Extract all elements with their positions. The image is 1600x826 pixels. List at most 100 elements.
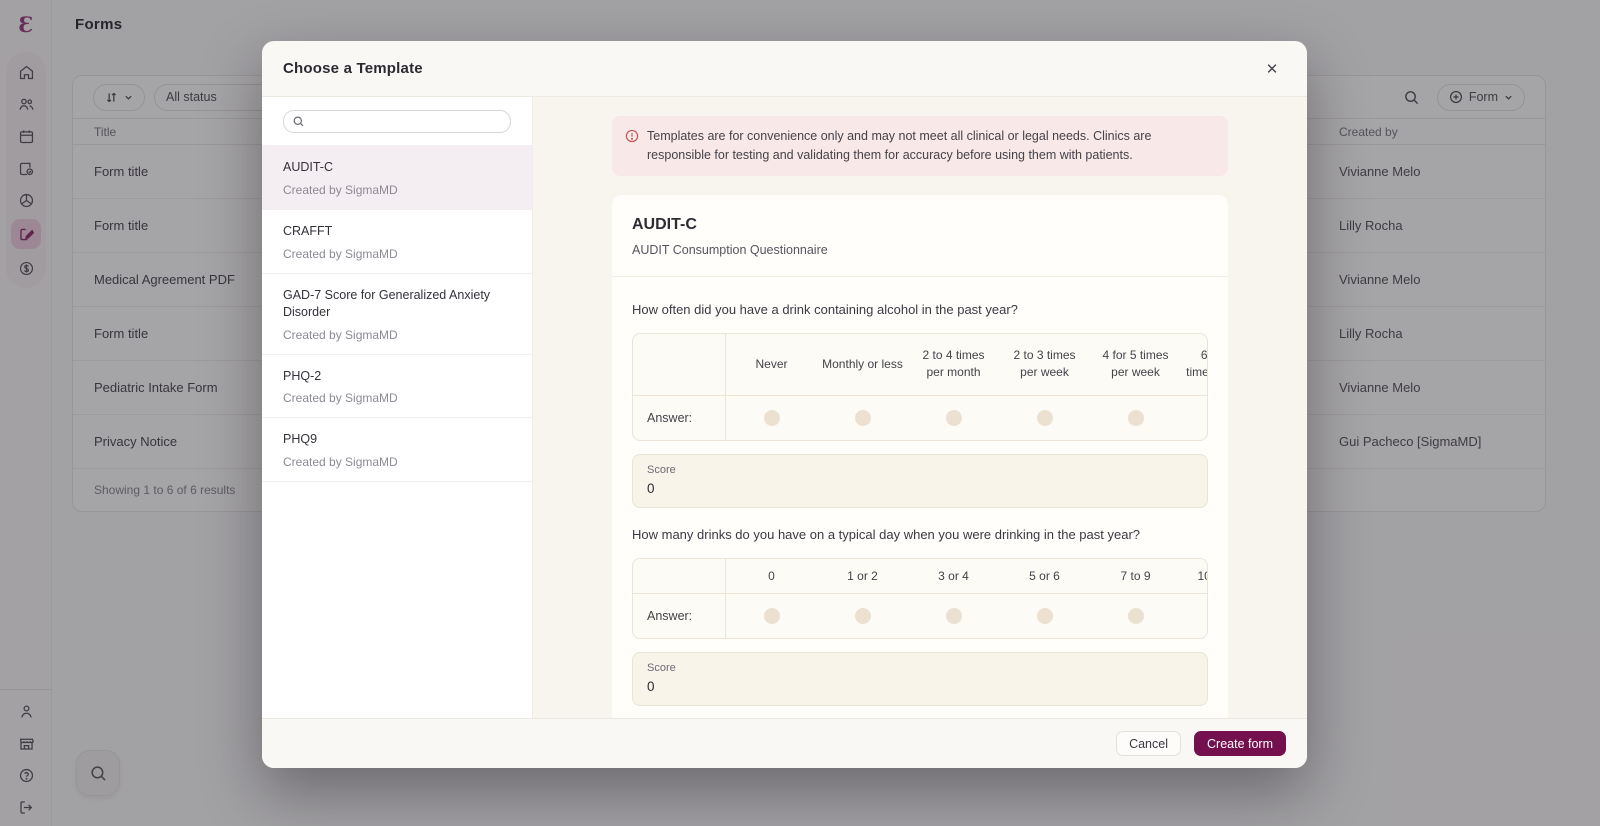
row-title: Form title <box>94 326 149 341</box>
search-icon <box>293 116 304 127</box>
question-1-options-table: Never Monthly or less 2 to 4 times per m… <box>632 332 1208 441</box>
table-search-button[interactable] <box>1403 89 1420 106</box>
home-icon <box>19 65 33 79</box>
template-item-audit-c[interactable]: AUDIT-C Created by SigmaMD <box>262 146 532 210</box>
modal-body: AUDIT-C Created by SigmaMD CRAFFT Create… <box>262 96 1307 718</box>
preview-title: AUDIT-C <box>632 215 697 233</box>
page-title: Forms <box>75 16 123 33</box>
form-pencil-icon <box>19 228 34 240</box>
global-search-fab[interactable] <box>76 750 120 796</box>
help-icon <box>19 768 33 782</box>
row-title: Medical Agreement PDF <box>94 272 235 287</box>
template-item-phq9[interactable]: PHQ9 Created by SigmaMD <box>262 418 532 483</box>
template-warning-banner: Templates are for convenience only and m… <box>612 116 1228 176</box>
column-title: Title <box>94 124 117 139</box>
sidebar-item-patients[interactable] <box>11 91 41 117</box>
modal-header: Choose a Template ✕ <box>262 41 1307 96</box>
app-sidebar: Ɛ <box>0 0 52 826</box>
preview-subtitle: AUDIT Consumption Questionnaire <box>632 242 828 257</box>
question-2-text: How many drinks do you have on a typical… <box>632 526 1141 542</box>
option-label: 5 or 6 <box>1029 568 1060 583</box>
score-value: 0 <box>647 679 655 695</box>
sidebar-item-billing[interactable] <box>11 255 41 281</box>
answer-row: Answer: <box>633 395 1207 440</box>
sidebar-item-clinic[interactable] <box>11 732 41 754</box>
sort-button[interactable] <box>93 83 145 111</box>
form-preview-card: AUDIT-C AUDIT Consumption Questionnaire … <box>612 194 1228 718</box>
row-title: Pediatric Intake Form <box>94 380 218 395</box>
column-created-by: Created by <box>1339 124 1398 139</box>
primary-nav <box>6 52 46 288</box>
template-item-crafft[interactable]: CRAFFT Created by SigmaMD <box>262 210 532 274</box>
radio-button[interactable] <box>854 608 871 625</box>
template-list: AUDIT-C Created by SigmaMD CRAFFT Create… <box>262 145 532 718</box>
option-label: 6 or more times per week <box>1186 348 1208 379</box>
sort-icon <box>106 92 117 102</box>
options-header-row: Never Monthly or less 2 to 4 times per m… <box>633 333 1208 396</box>
new-form-button[interactable]: Form <box>1436 83 1525 111</box>
option-label: 4 for 5 times per week <box>1102 348 1169 379</box>
radio-button[interactable] <box>854 409 871 426</box>
option-label: 1 or 2 <box>847 568 878 583</box>
radio-button[interactable] <box>763 608 780 625</box>
warning-text: Templates are for convenience only and m… <box>647 129 1152 162</box>
sidebar-item-appointments[interactable] <box>11 155 41 181</box>
new-form-button-label: Form <box>1468 90 1498 104</box>
sidebar-item-forms[interactable] <box>11 219 41 249</box>
cancel-button[interactable]: Cancel <box>1116 731 1181 756</box>
answer-row: Answer: <box>633 594 1207 639</box>
clipboard-check-icon <box>19 162 33 175</box>
radio-button[interactable] <box>1127 608 1144 625</box>
secondary-nav <box>0 689 52 818</box>
modal-title: Choose a Template <box>283 60 423 77</box>
template-item-phq-2[interactable]: PHQ-2 Created by SigmaMD <box>262 355 532 419</box>
sidebar-item-home[interactable] <box>11 59 41 85</box>
row-created-by: Lilly Rocha <box>1339 326 1403 341</box>
sidebar-item-logout[interactable] <box>11 796 41 818</box>
chevron-down-icon <box>1505 95 1512 100</box>
radio-button[interactable] <box>945 409 962 426</box>
sidebar-item-calendar[interactable] <box>11 123 41 149</box>
template-name: AUDIT-C <box>283 160 333 174</box>
radio-button[interactable] <box>1036 409 1053 426</box>
option-label: 2 to 4 times per month <box>922 348 985 379</box>
template-meta: Created by SigmaMD <box>283 391 398 406</box>
close-icon: ✕ <box>1265 60 1279 78</box>
sidebar-item-profile[interactable] <box>11 700 41 722</box>
users-icon <box>18 98 33 110</box>
dollar-circle-icon <box>19 261 33 275</box>
close-button[interactable]: ✕ <box>1258 55 1286 83</box>
question-1-score-field: Score 0 <box>632 453 1208 508</box>
radio-button[interactable] <box>1127 409 1144 426</box>
template-name: GAD-7 Score for Generalized Anxiety Diso… <box>283 287 491 319</box>
answer-label: Answer: <box>633 594 726 639</box>
chevron-down-icon <box>125 95 132 100</box>
template-name: PHQ9 <box>283 432 318 447</box>
templates-panel: AUDIT-C Created by SigmaMD CRAFFT Create… <box>262 97 533 718</box>
template-item-gad-7[interactable]: GAD-7 Score for Generalized Anxiety Diso… <box>262 274 532 355</box>
app-logo: Ɛ <box>18 12 34 37</box>
create-form-button[interactable]: Create form <box>1194 731 1286 756</box>
table-toolbar: All status Form <box>73 76 1545 118</box>
option-label: 3 or 4 <box>938 568 969 583</box>
person-icon <box>20 705 32 718</box>
radio-button[interactable] <box>945 608 962 625</box>
row-created-by: Vivianne Melo <box>1339 272 1421 287</box>
template-search[interactable] <box>283 110 511 133</box>
sidebar-item-help[interactable] <box>11 764 41 786</box>
row-created-by: Lilly Rocha <box>1339 218 1403 233</box>
template-meta: Created by SigmaMD <box>283 182 398 197</box>
search-icon <box>1404 90 1418 104</box>
option-label: 10 or more <box>1197 568 1207 583</box>
question-2-score-field: Score 0 <box>632 652 1208 707</box>
radio-button[interactable] <box>763 409 780 426</box>
options-header-spacer <box>633 333 726 395</box>
sidebar-item-care[interactable] <box>11 187 41 213</box>
radio-button[interactable] <box>1036 608 1053 625</box>
preview-header: AUDIT-C AUDIT Consumption Questionnaire <box>612 195 1228 277</box>
search-icon <box>90 765 106 781</box>
template-search-input[interactable] <box>311 114 502 129</box>
storefront-icon <box>19 738 34 750</box>
option-label: 0 <box>768 568 775 583</box>
option-label: 7 to 9 <box>1120 568 1151 583</box>
